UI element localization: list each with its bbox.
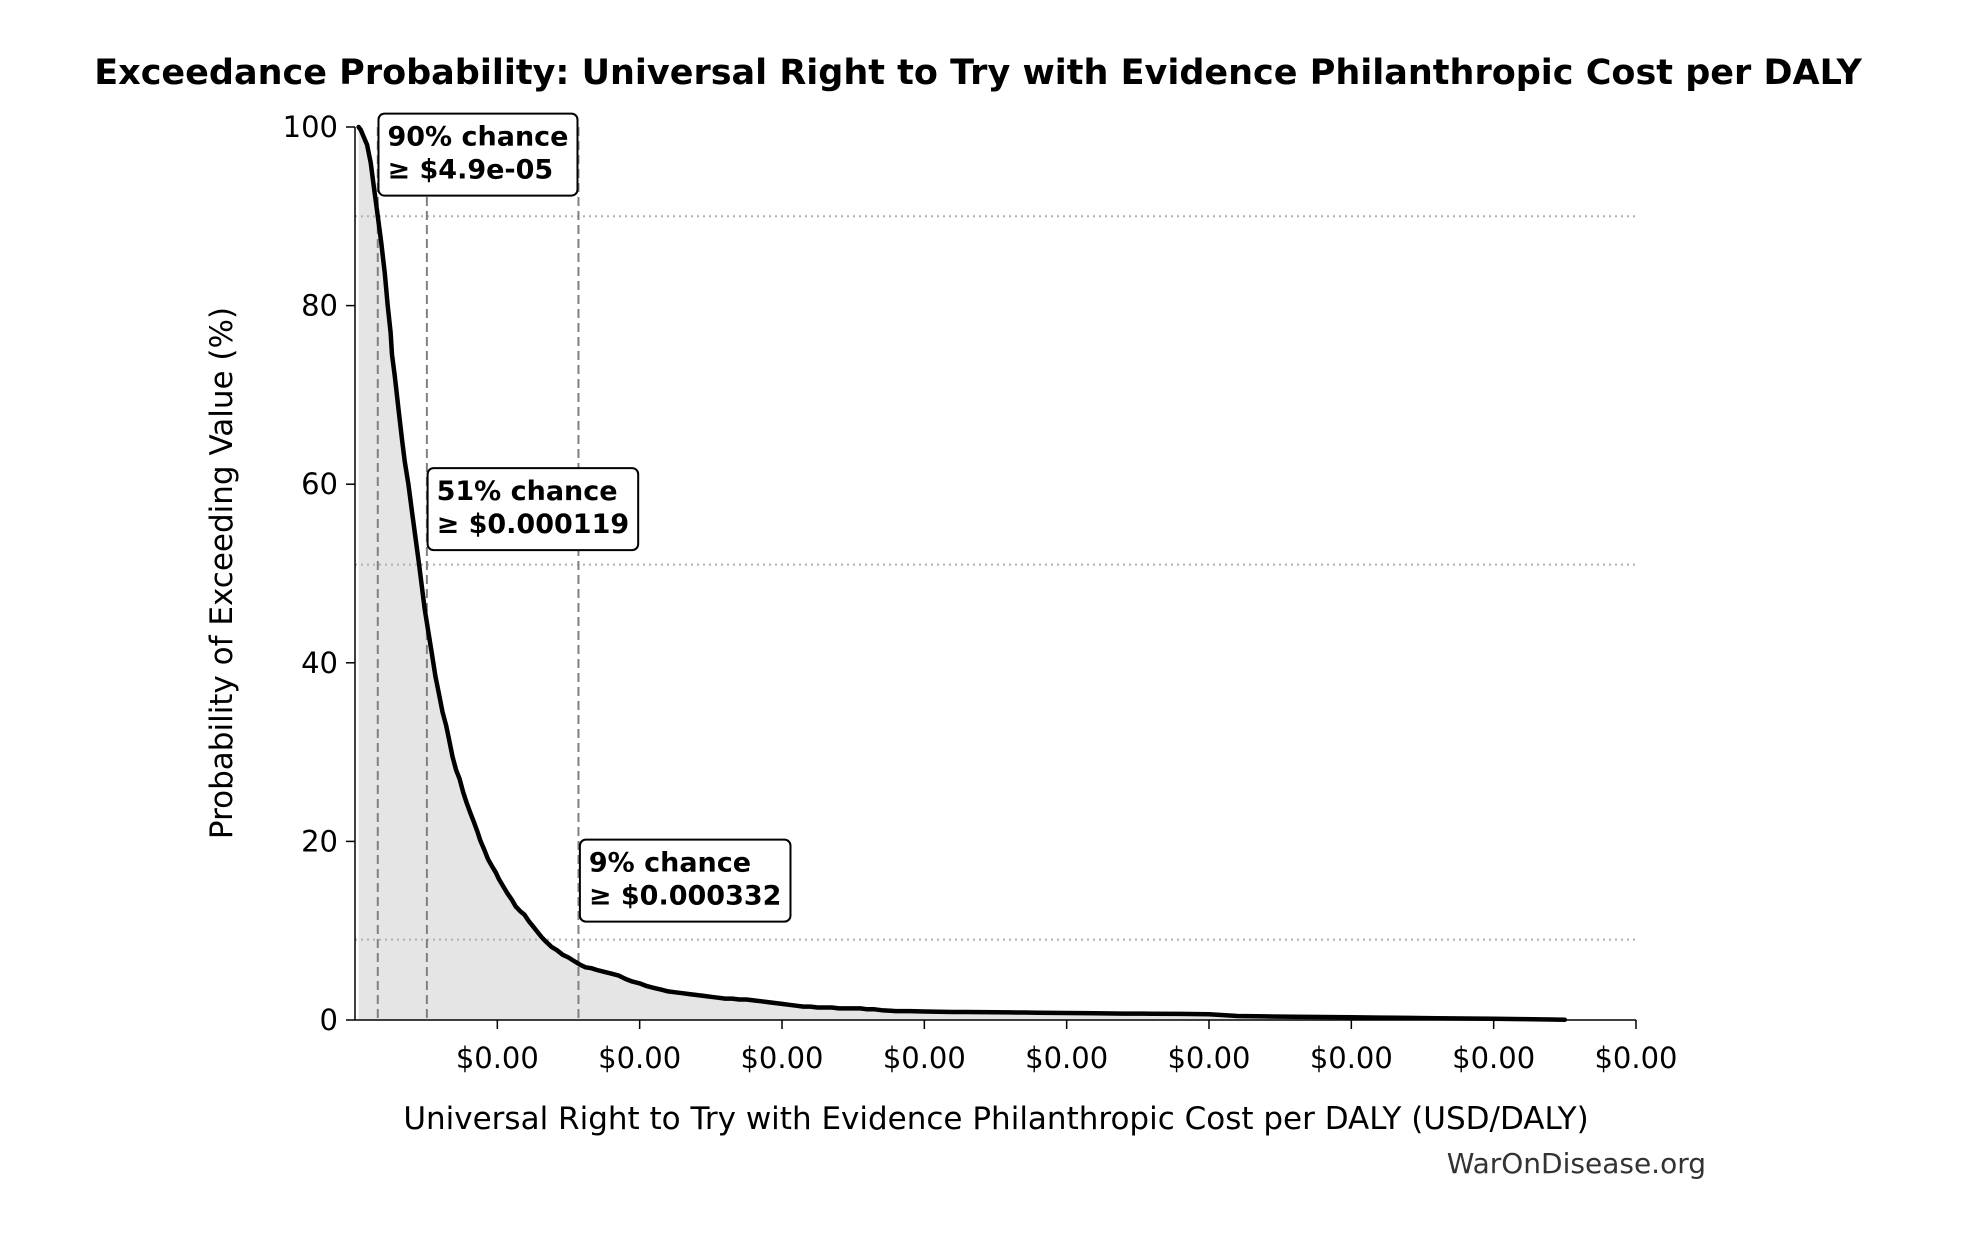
y-tick-label: 20 <box>301 824 338 858</box>
annotation-line2: ≥ $0.000119 <box>437 509 630 540</box>
annotation-0: 90% chance≥ $4.9e-05 <box>377 112 579 197</box>
exceedance-curve <box>356 124 1568 1022</box>
x-tick-label: $0.00 <box>598 1041 681 1075</box>
y-tick-label: 100 <box>283 110 338 144</box>
x-tick-label: $0.00 <box>1594 1041 1677 1075</box>
area-fill <box>358 127 1565 1020</box>
x-tick-label: $0.00 <box>883 1041 966 1075</box>
x-tick-label: $0.00 <box>456 1041 539 1075</box>
x-tick-label: $0.00 <box>1452 1041 1535 1075</box>
x-axis-label: Universal Right to Try with Evidence Phi… <box>403 1101 1588 1137</box>
annotation-line2: ≥ $4.9e-05 <box>387 155 553 186</box>
y-tick-label: 40 <box>301 646 338 680</box>
annotation-box <box>377 112 579 197</box>
y-axis-label: Probability of Exceeding Value (%) <box>204 307 240 839</box>
annotation-2: 9% chance≥ $0.000332 <box>578 838 792 923</box>
x-tick-label: $0.00 <box>1167 1041 1250 1075</box>
x-tick-label: $0.00 <box>1025 1041 1108 1075</box>
plot-area: 0 20 40 60 80 100 $0.00 $0.00 $0.00 $0.00 $0.00 $0.… <box>283 110 1678 1075</box>
annotation-line1: 51% chance <box>437 476 618 507</box>
x-tick-label: $0.00 <box>740 1041 823 1075</box>
y-tick-label: 80 <box>301 289 338 323</box>
annotation-1: 51% chance≥ $0.000119 <box>426 467 640 552</box>
annotation-line2: ≥ $0.000332 <box>589 881 782 912</box>
annotation-line1: 9% chance <box>589 848 751 879</box>
y-tick-label: 60 <box>301 467 338 501</box>
annotation-line1: 90% chance <box>387 122 568 153</box>
chart-title: Exceedance Probability: Universal Right … <box>94 53 1862 93</box>
x-tick-label: $0.00 <box>1310 1041 1393 1075</box>
watermark: WarOnDisease.org <box>1447 1147 1706 1180</box>
annotation-box <box>426 467 640 552</box>
annotation-box <box>578 838 792 923</box>
y-tick-label: 0 <box>320 1003 338 1037</box>
